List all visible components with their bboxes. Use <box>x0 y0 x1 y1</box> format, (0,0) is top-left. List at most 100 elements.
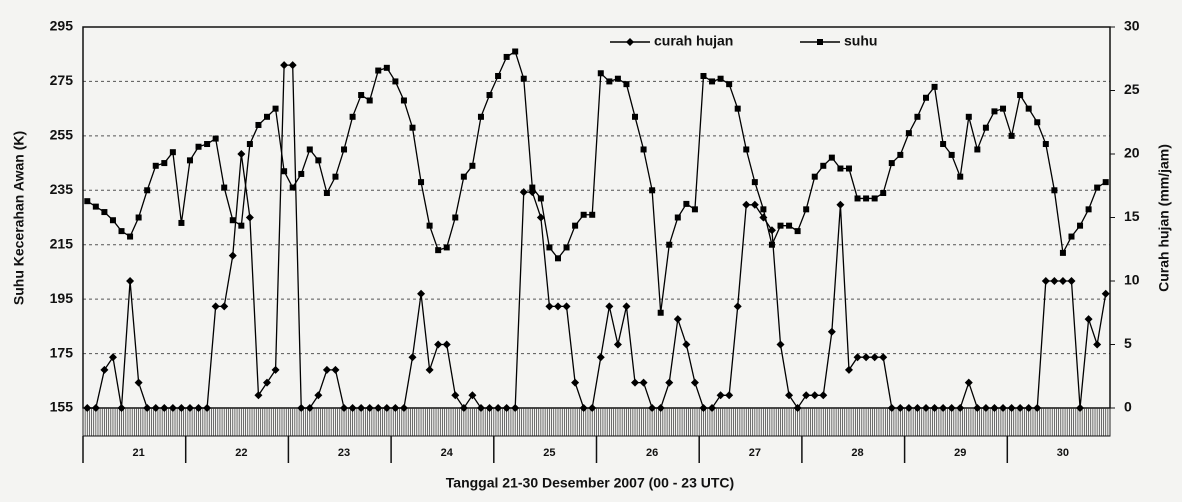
diamond-marker <box>827 327 836 336</box>
square-marker <box>991 108 998 115</box>
square-marker <box>118 228 125 235</box>
y-axis-label: Suhu Kecerahan Awan (K) <box>11 131 27 305</box>
square-marker <box>1068 233 1075 240</box>
y-tick-label: 215 <box>50 235 74 251</box>
square-marker <box>1034 119 1041 126</box>
y-tick-label: 275 <box>50 72 74 88</box>
square-marker <box>358 92 365 99</box>
diamond-marker <box>1050 277 1059 285</box>
diamond-marker <box>1058 277 1067 285</box>
square-marker <box>1051 187 1058 194</box>
y2-tick-label: 5 <box>1124 335 1132 351</box>
square-marker <box>837 165 844 172</box>
diamond-marker <box>690 378 699 387</box>
square-marker <box>460 173 467 180</box>
y2-tick-label: 10 <box>1124 272 1140 288</box>
square-marker <box>452 214 459 221</box>
diamond-marker <box>588 404 597 412</box>
square-marker <box>1059 249 1066 256</box>
diamond-marker <box>921 404 930 412</box>
square-marker <box>794 228 801 235</box>
square-marker <box>691 206 698 213</box>
square-marker <box>281 168 288 175</box>
diamond-marker <box>459 404 468 412</box>
diamond-marker <box>511 404 520 412</box>
diamond-marker <box>810 391 819 400</box>
square-marker <box>366 97 373 104</box>
square-marker <box>563 244 570 251</box>
diamond-marker <box>468 391 477 400</box>
diamond-marker <box>999 404 1008 412</box>
square-marker <box>101 209 108 216</box>
square-marker <box>400 97 407 104</box>
square-marker <box>828 154 835 161</box>
diamond-marker <box>297 404 306 412</box>
diamond-marker <box>613 340 622 349</box>
x-tick-label: 28 <box>851 447 863 459</box>
diamond-marker <box>288 61 297 70</box>
legend-label: curah hujan <box>654 33 733 49</box>
y-tick-label: 235 <box>50 181 74 197</box>
square-marker <box>1008 132 1015 139</box>
square-marker <box>888 160 895 167</box>
diamond-marker <box>365 404 374 412</box>
diamond-marker <box>750 200 759 209</box>
x-tick-label: 21 <box>133 447 145 459</box>
diamond-marker <box>836 200 845 209</box>
diamond-marker <box>956 404 965 412</box>
square-marker <box>264 113 271 120</box>
square-marker <box>178 219 185 226</box>
diamond-marker <box>417 289 426 298</box>
diamond-marker <box>391 404 400 412</box>
square-marker <box>1102 179 1109 186</box>
square-marker <box>905 130 912 137</box>
diamond-marker <box>117 404 126 412</box>
y-tick-label: 175 <box>50 344 74 360</box>
square-marker <box>743 146 750 153</box>
diamond-marker <box>648 404 657 412</box>
diamond-marker <box>793 404 802 412</box>
diamond-marker <box>305 404 314 412</box>
diamond-marker <box>348 404 357 412</box>
diamond-marker <box>708 404 717 412</box>
square-marker <box>803 206 810 213</box>
square-marker <box>221 184 228 191</box>
square-marker <box>469 162 476 169</box>
diamond-marker <box>545 302 554 311</box>
diamond-marker <box>1101 289 1110 298</box>
square-marker <box>1042 141 1049 148</box>
diamond-marker <box>904 404 913 412</box>
legend-marker <box>817 39 823 45</box>
square-marker <box>863 195 870 202</box>
square-marker <box>880 190 887 197</box>
y2-tick-label: 0 <box>1124 399 1132 415</box>
diamond-marker <box>1093 340 1102 349</box>
diamond-marker <box>211 302 220 311</box>
square-marker <box>375 67 382 74</box>
square-marker <box>503 53 510 60</box>
x-axis-label: Tanggal 21-30 Desember 2007 (00 - 23 UTC… <box>446 475 734 491</box>
square-marker <box>1085 206 1092 213</box>
diamond-marker <box>434 340 443 349</box>
square-marker <box>666 241 673 248</box>
square-marker <box>572 222 579 229</box>
square-marker <box>349 113 356 120</box>
diamond-marker <box>631 378 640 387</box>
diamond-marker <box>134 378 143 387</box>
diamond-marker <box>785 391 794 400</box>
diamond-marker <box>536 213 545 222</box>
square-marker <box>212 135 219 142</box>
y-tick-label: 255 <box>50 127 74 143</box>
diamond-marker <box>177 404 186 412</box>
diamond-marker <box>571 378 580 387</box>
square-marker <box>982 124 989 131</box>
diamond-marker <box>126 277 135 285</box>
diamond-marker <box>699 404 708 412</box>
x-tick-label: 24 <box>441 447 454 459</box>
diamond-marker <box>579 404 588 412</box>
square-marker <box>931 83 938 90</box>
diamond-marker <box>502 404 511 412</box>
diamond-marker <box>451 391 460 400</box>
square-marker <box>443 244 450 251</box>
